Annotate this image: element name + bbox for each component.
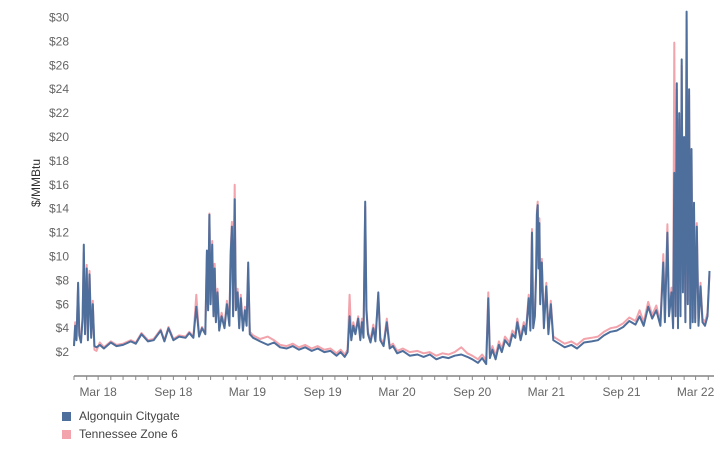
y-tick-label: $8 <box>56 273 70 287</box>
y-tick-label: $6 <box>56 297 70 311</box>
series-layer <box>73 10 711 366</box>
y-tick-label: $22 <box>49 106 69 120</box>
y-tick-label: $28 <box>49 34 69 48</box>
y-tick-label: $2 <box>56 345 70 359</box>
legend-label-tennessee: Tennessee Zone 6 <box>79 427 178 441</box>
y-tick-label: $24 <box>49 82 69 96</box>
y-tick-label: $26 <box>49 58 69 72</box>
x-tick-label: Sep 21 <box>603 385 641 399</box>
legend-swatch-tennessee <box>62 429 71 439</box>
x-tick-label: Mar 21 <box>528 385 566 399</box>
x-tick-label: Sep 19 <box>304 385 342 399</box>
y-tick-label: $30 <box>49 11 69 25</box>
series-line-algonquin <box>73 10 711 366</box>
y-tick-label: $18 <box>49 154 69 168</box>
y-axis: $2 $4 $6 $8 $10 $12 $14 $16 $18 $20 $22 $24 $26 $28 $3… <box>49 11 69 360</box>
x-tick-label: Mar 22 <box>677 385 715 399</box>
y-tick-label: $20 <box>49 130 69 144</box>
legend-label-algonquin: Algonquin Citygate <box>79 409 180 423</box>
x-tick-label: Mar 19 <box>229 385 267 399</box>
y-tick-label: $4 <box>56 321 70 335</box>
legend-item-tennessee: Tennessee Zone 6 <box>62 425 180 443</box>
y-tick-label: $12 <box>49 226 69 240</box>
x-tick-label: Sep 18 <box>154 385 192 399</box>
y-tick-label: $16 <box>49 178 69 192</box>
y-tick-label: $14 <box>49 202 69 216</box>
y-tick-label: $10 <box>49 250 69 264</box>
legend: Algonquin Citygate Tennessee Zone 6 <box>62 407 180 443</box>
legend-item-algonquin: Algonquin Citygate <box>62 407 180 425</box>
series-line-tennessee <box>73 18 711 362</box>
x-tick-label: Mar 20 <box>378 385 416 399</box>
x-axis: Mar 18 Sep 18 Mar 19 Sep 19 Mar 20 Sep 20 Mar … <box>73 375 715 399</box>
x-tick-label: Mar 18 <box>79 385 117 399</box>
x-tick-label: Sep 20 <box>453 385 491 399</box>
legend-swatch-algonquin <box>62 411 71 421</box>
y-axis-title: $/MMBtu <box>29 159 43 207</box>
